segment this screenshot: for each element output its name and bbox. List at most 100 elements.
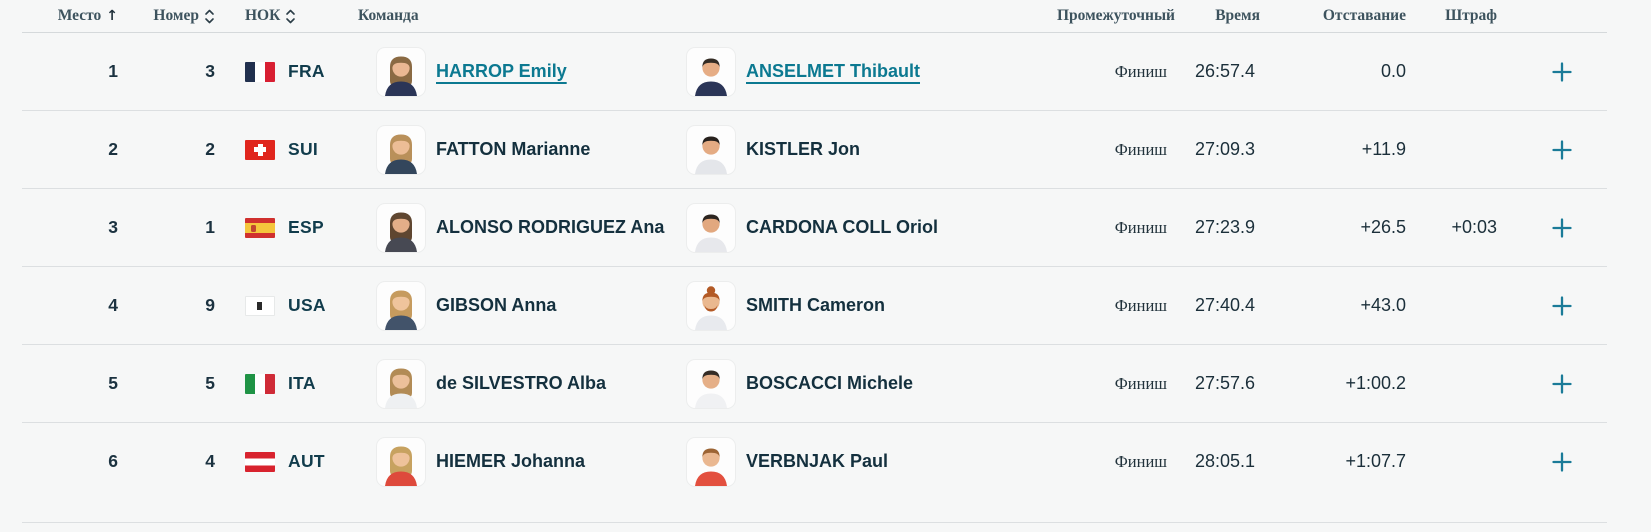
team-cell: de SILVESTRO Alba BOSCACCI Michele xyxy=(358,359,1065,408)
athlete-1: GIBSON Anna xyxy=(377,281,687,330)
time-value: 27:57.6 xyxy=(1194,373,1255,393)
athlete-1: FATTON Marianne xyxy=(377,125,687,174)
athlete-1: HIEMER Johanna xyxy=(377,437,687,486)
flag-aut-icon xyxy=(245,451,275,472)
team-cell: GIBSON Anna SMITH Cameron xyxy=(358,281,1065,330)
athlete-photo xyxy=(377,47,425,96)
athlete-2: ANSELMET Thibault xyxy=(687,47,920,96)
athlete-name: de SILVESTRO Alba xyxy=(436,373,607,393)
athlete-photo xyxy=(377,125,425,174)
flag-esp-icon xyxy=(245,217,275,238)
athlete-photo xyxy=(687,437,735,486)
expand-row-button[interactable] xyxy=(1547,213,1577,243)
athlete-photo xyxy=(687,125,735,174)
place-value: 6 xyxy=(108,451,118,471)
expand-row-button[interactable] xyxy=(1547,291,1577,321)
athlete-2: BOSCACCI Michele xyxy=(687,359,914,408)
expand-cell xyxy=(1497,291,1607,321)
place-value: 4 xyxy=(108,295,118,315)
column-header-bib[interactable]: Номер xyxy=(118,7,215,25)
penalty-value: +0:03 xyxy=(1451,217,1497,237)
noc-code: SUI xyxy=(288,139,319,159)
team-cell: FATTON Marianne KISTLER Jon xyxy=(358,125,1065,174)
noc-code: FRA xyxy=(288,61,325,81)
column-header-penalty: Штраф xyxy=(1406,7,1497,25)
athlete-name: BOSCACCI Michele xyxy=(746,373,914,393)
time-value: 27:23.9 xyxy=(1194,217,1255,237)
athlete-name[interactable]: HARROP Emily xyxy=(436,61,567,81)
column-header-intermediate-label: Промежуточный xyxy=(1056,7,1175,24)
noc-code: AUT xyxy=(288,451,325,471)
column-header-gap-label: Отставание xyxy=(1322,7,1406,24)
athlete-name: GIBSON Anna xyxy=(436,295,557,315)
expand-cell xyxy=(1497,135,1607,165)
athlete-name: FATTON Marianne xyxy=(436,139,591,159)
noc-cell: ESP xyxy=(215,217,358,238)
time-value: 27:40.4 xyxy=(1194,295,1255,315)
bib-value: 5 xyxy=(205,373,215,393)
athlete-2: VERBNJAK Paul xyxy=(687,437,889,486)
bib-value: 4 xyxy=(205,451,215,471)
athlete-2: SMITH Cameron xyxy=(687,281,885,330)
place-value: 3 xyxy=(108,217,118,237)
gap-value: +1:07.7 xyxy=(1345,451,1406,471)
flag-fra-icon xyxy=(245,61,275,82)
athlete-2: KISTLER Jon xyxy=(687,125,860,174)
column-header-intermediate: Промежуточный xyxy=(1057,7,1175,25)
bib-value: 2 xyxy=(205,139,215,159)
column-header-place-label: Место xyxy=(57,7,102,24)
time-value: 26:57.4 xyxy=(1194,61,1255,81)
team-cell: HIEMER Johanna VERBNJAK Paul xyxy=(358,437,1065,486)
intermediate-value: Финиш xyxy=(1114,139,1167,159)
gap-value: +43.0 xyxy=(1360,295,1406,315)
athlete-photo xyxy=(377,281,425,330)
column-header-noc-label: НОК xyxy=(245,7,281,24)
gap-value: +26.5 xyxy=(1360,217,1406,237)
athlete-photo xyxy=(377,437,425,486)
column-header-time-label: Время xyxy=(1215,7,1260,24)
athlete-name[interactable]: ANSELMET Thibault xyxy=(746,61,920,81)
athlete-2: CARDONA COLL Oriol xyxy=(687,203,938,252)
intermediate-value: Финиш xyxy=(1114,61,1167,81)
noc-code: ITA xyxy=(288,373,316,393)
expand-cell xyxy=(1497,447,1607,477)
gap-value: +11.9 xyxy=(1361,139,1406,159)
noc-cell: FRA xyxy=(215,61,358,82)
flag-usa-icon xyxy=(245,295,275,316)
column-header-bib-label: Номер xyxy=(153,7,199,24)
expand-row-button[interactable] xyxy=(1547,57,1577,87)
athlete-photo xyxy=(377,203,425,252)
column-header-penalty-label: Штраф xyxy=(1445,7,1497,24)
time-value: 27:09.3 xyxy=(1194,139,1255,159)
expand-cell xyxy=(1497,57,1607,87)
expand-row-button[interactable] xyxy=(1547,369,1577,399)
expand-cell xyxy=(1497,213,1607,243)
results-body: 1 3 FRA HARROP Emily xyxy=(22,33,1607,523)
place-value: 1 xyxy=(108,61,118,81)
place-value: 2 xyxy=(108,139,118,159)
athlete-name: VERBNJAK Paul xyxy=(746,451,889,471)
expand-row-button[interactable] xyxy=(1547,447,1577,477)
gap-value: +1:00.2 xyxy=(1345,373,1406,393)
column-header-gap: Отставание xyxy=(1260,7,1406,25)
athlete-photo xyxy=(377,359,425,408)
athlete-1: ALONSO RODRIGUEZ Ana xyxy=(377,203,687,252)
sort-toggle-icon xyxy=(204,9,215,24)
column-header-place[interactable]: Место ↑ xyxy=(22,7,118,25)
results-table: Место ↑ Номер НОК Команда Промежуточный … xyxy=(22,0,1607,523)
intermediate-value: Финиш xyxy=(1114,295,1167,315)
expand-row-button[interactable] xyxy=(1547,135,1577,165)
column-header-noc[interactable]: НОК xyxy=(215,7,358,25)
flag-sui-icon xyxy=(245,139,275,160)
athlete-name: HIEMER Johanna xyxy=(436,451,586,471)
gap-value: 0.0 xyxy=(1380,61,1406,81)
column-header-team-label: Команда xyxy=(358,7,419,24)
athlete-1: de SILVESTRO Alba xyxy=(377,359,687,408)
time-value: 28:05.1 xyxy=(1194,451,1255,471)
bib-value: 3 xyxy=(205,61,215,81)
table-header-row: Место ↑ Номер НОК Команда Промежуточный … xyxy=(22,0,1607,33)
noc-cell: USA xyxy=(215,295,358,316)
team-cell: HARROP Emily ANSELMET Thibault xyxy=(358,47,1065,96)
table-row: 5 5 ITA de SILVESTRO A xyxy=(22,345,1607,423)
intermediate-value: Финиш xyxy=(1114,217,1167,237)
